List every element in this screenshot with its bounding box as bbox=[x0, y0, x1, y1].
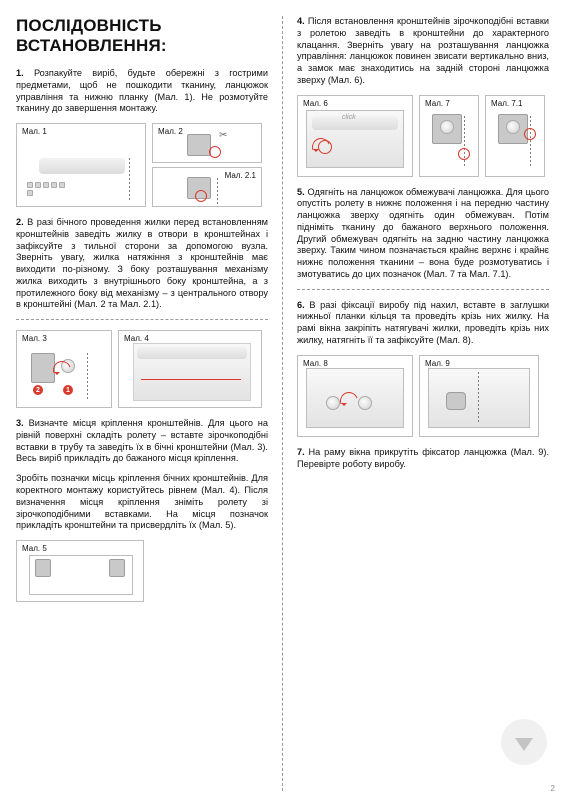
red-circle-icon bbox=[318, 140, 332, 154]
fig5-label: Мал. 5 bbox=[22, 544, 47, 553]
step-4-num: 4. bbox=[297, 16, 305, 26]
red-circle-icon bbox=[209, 146, 221, 158]
figure-7-1: Мал. 7.1 bbox=[485, 95, 545, 177]
step-4-text: 4. Після встановлення кронштейнів зірочк… bbox=[297, 16, 549, 87]
page-title: ПОСЛІДОВНІСТЬ ВСТАНОВЛЕННЯ: bbox=[16, 16, 268, 56]
bracket-icon bbox=[187, 134, 211, 156]
step-6-body: В разі фіксації виробу під нахил, вставт… bbox=[297, 300, 549, 345]
chain-icon bbox=[478, 372, 479, 424]
figure-3: Мал. 3 2 1 bbox=[16, 330, 112, 408]
page-number: 2 bbox=[551, 784, 555, 793]
fig-row-2: Мал. 3 2 1 Мал. 4 bbox=[16, 330, 268, 408]
chain-icon bbox=[129, 158, 130, 200]
chain-icon bbox=[217, 178, 218, 204]
fig6-label: Мал. 6 bbox=[303, 99, 328, 108]
end-cap-icon bbox=[440, 120, 454, 134]
step-4-body: Після встановлення кронштейнів зірочкопо… bbox=[297, 16, 549, 85]
fig-row-5: Мал. 8 Мал. 9 bbox=[297, 355, 549, 437]
step-7-body: На раму вікна прикрутіть фіксатор ланцюж… bbox=[297, 447, 549, 469]
step-3-num: 3. bbox=[16, 418, 24, 428]
step-5-num: 5. bbox=[297, 187, 305, 197]
figure-5: Мал. 5 bbox=[16, 540, 144, 602]
end-cap-icon bbox=[506, 120, 520, 134]
roller-tube-icon bbox=[39, 158, 125, 174]
figure-8: Мал. 8 bbox=[297, 355, 413, 437]
step-1-body: Розпакуйте виріб, будьте обережні з гост… bbox=[16, 68, 268, 113]
chain-icon bbox=[87, 353, 88, 401]
fig21-label: Мал. 2.1 bbox=[225, 171, 256, 180]
figure-7: Мал. 7 bbox=[419, 95, 479, 177]
click-label: click bbox=[342, 114, 356, 121]
fig-stack-2: Мал. 2 ✂ Мал. 2.1 bbox=[152, 123, 262, 207]
callout-2-icon: 2 bbox=[33, 385, 43, 395]
figure-2-1: Мал. 2.1 bbox=[152, 167, 262, 207]
step-1-num: 1. bbox=[16, 68, 24, 78]
step-6-num: 6. bbox=[297, 300, 305, 310]
step-6-text: 6. В разі фіксації виробу під нахил, вст… bbox=[297, 300, 549, 347]
figure-1: Мал. 1 bbox=[16, 123, 146, 207]
tensioner-icon bbox=[326, 396, 340, 410]
step-3-body: Визначте місця кріплення кронштейнів. Дл… bbox=[16, 418, 268, 463]
fig-row-1: Мал. 1 Мал. 2 ✂ Мал. 2.1 bbox=[16, 123, 268, 207]
figure-2: Мал. 2 ✂ bbox=[152, 123, 262, 163]
chain-icon bbox=[464, 116, 465, 168]
figure-6: Мал. 6 click bbox=[297, 95, 413, 177]
scissors-icon: ✂ bbox=[219, 130, 227, 141]
page: ПОСЛІДОВНІСТЬ ВСТАНОВЛЕННЯ: 1. Розпакуйт… bbox=[0, 0, 565, 799]
fig-row-4: Мал. 6 click Мал. 7 Мал. 7.1 bbox=[297, 95, 549, 177]
tensioner-icon bbox=[358, 396, 372, 410]
bracket-icon bbox=[31, 353, 55, 383]
section-divider bbox=[297, 289, 549, 290]
fig8-label: Мал. 8 bbox=[303, 359, 328, 368]
figure-9: Мал. 9 bbox=[419, 355, 539, 437]
step-7-text: 7. На раму вікна прикрутіть фіксатор лан… bbox=[297, 447, 549, 471]
step-7-num: 7. bbox=[297, 447, 305, 457]
fig-row-3: Мал. 5 bbox=[16, 540, 268, 602]
red-circle-icon bbox=[458, 148, 470, 160]
step-5-body: Одягніть на ланцюжок обмежувачі ланцюжка… bbox=[297, 187, 549, 279]
bracket-icon bbox=[35, 559, 51, 577]
figure-4: Мал. 4 bbox=[118, 330, 262, 408]
bracket-icon bbox=[109, 559, 125, 577]
right-column: 4. Після встановлення кронштейнів зірочк… bbox=[283, 16, 549, 791]
fig9-label: Мал. 9 bbox=[425, 359, 450, 368]
small-parts-icon bbox=[27, 182, 67, 196]
red-circle-icon bbox=[195, 190, 207, 202]
left-column: ПОСЛІДОВНІСТЬ ВСТАНОВЛЕННЯ: 1. Розпакуйт… bbox=[16, 16, 283, 791]
fig71-label: Мал. 7.1 bbox=[491, 99, 522, 108]
fig7-label: Мал. 7 bbox=[425, 99, 450, 108]
red-arrow-icon bbox=[340, 392, 358, 410]
fig4-label: Мал. 4 bbox=[124, 334, 149, 343]
step-2-body: В разі бічного проведення жилки перед вс… bbox=[16, 217, 268, 309]
roller-tube-icon bbox=[137, 347, 247, 359]
fig2-label: Мал. 2 bbox=[158, 127, 183, 136]
section-divider bbox=[16, 319, 268, 320]
step-1-text: 1. Розпакуйте виріб, будьте обережні з г… bbox=[16, 68, 268, 115]
chain-fixer-icon bbox=[446, 392, 466, 410]
step-3b-text: Зробіть позначки місць кріплення бічних … bbox=[16, 473, 268, 532]
step-3-text: 3. Визначте місця кріплення кронштейнів.… bbox=[16, 418, 268, 465]
step-5-text: 5. Одягніть на ланцюжок обмежувачі ланцю… bbox=[297, 187, 549, 281]
watermark-icon bbox=[501, 719, 547, 765]
red-circle-icon bbox=[524, 128, 536, 140]
callout-1-icon: 1 bbox=[63, 385, 73, 395]
fig3-label: Мал. 3 bbox=[22, 334, 47, 343]
red-arrow-icon bbox=[53, 361, 71, 379]
level-line-icon bbox=[141, 379, 241, 380]
step-2-text: 2. В разі бічного проведення жилки перед… bbox=[16, 217, 268, 311]
fig1-label: Мал. 1 bbox=[22, 127, 47, 136]
chain-icon bbox=[530, 116, 531, 168]
step-2-num: 2. bbox=[16, 217, 24, 227]
window-panel-icon bbox=[428, 368, 530, 428]
two-column-layout: ПОСЛІДОВНІСТЬ ВСТАНОВЛЕННЯ: 1. Розпакуйт… bbox=[16, 16, 549, 791]
